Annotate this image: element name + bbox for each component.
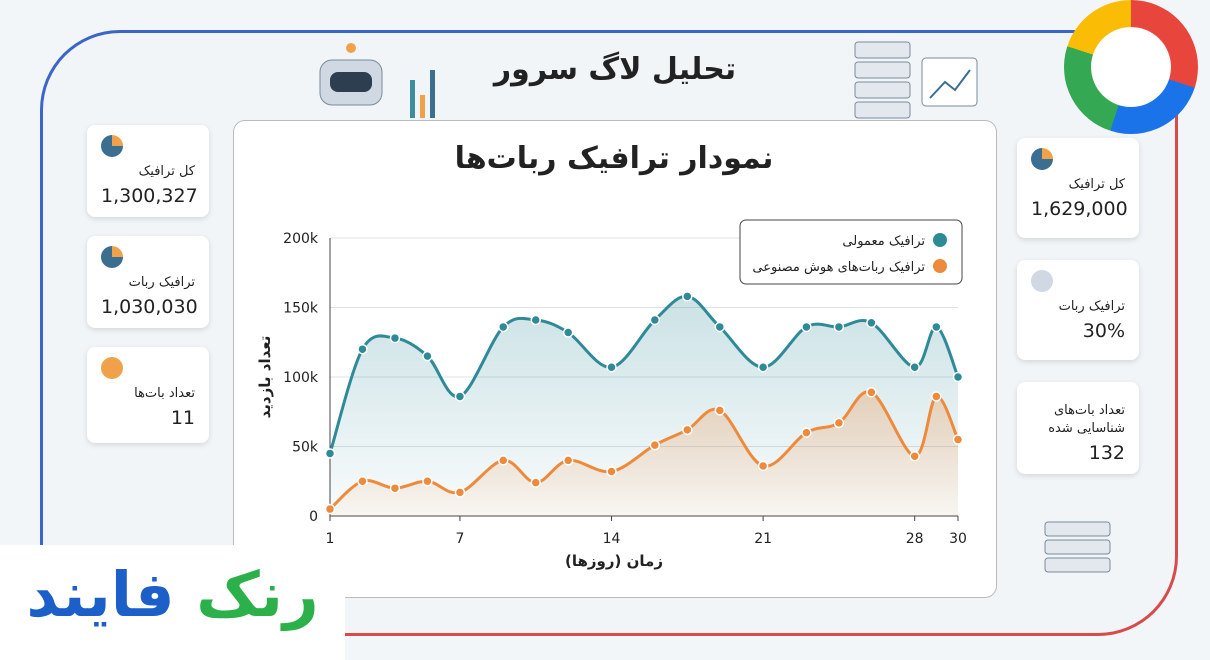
point bbox=[833, 417, 845, 429]
stat-card: کل ترافیک 1,300,327 bbox=[87, 125, 209, 217]
brand: رنک فایند bbox=[0, 545, 345, 660]
point bbox=[562, 327, 574, 338]
point bbox=[562, 455, 574, 466]
stat-card: تعداد بات‌ها 11 bbox=[87, 347, 209, 443]
stat-card: ترافیک ربات 1,030,030 bbox=[87, 236, 209, 328]
stat-card: ترافیک ربات 30% bbox=[1017, 260, 1139, 360]
point bbox=[682, 424, 693, 436]
brand-word: رنک bbox=[196, 558, 319, 631]
x-tick-label: 7 bbox=[455, 531, 464, 547]
stat-card: تعداد بات‌های شناسایی شده 132 bbox=[1017, 382, 1139, 474]
chart-title: نمودار ترافیک ربات‌ها bbox=[455, 141, 774, 176]
y-tick-label: 100k bbox=[283, 370, 319, 386]
point bbox=[866, 317, 877, 329]
point bbox=[931, 321, 942, 333]
point bbox=[389, 482, 401, 494]
stat-value: 11 bbox=[170, 407, 195, 429]
point bbox=[357, 476, 368, 487]
point bbox=[682, 291, 693, 302]
point bbox=[497, 455, 509, 466]
x-tick-label: 21 bbox=[754, 531, 772, 547]
stat-value: 132 bbox=[1088, 442, 1125, 464]
point bbox=[909, 450, 920, 462]
y-tick-label: 50k bbox=[292, 440, 319, 456]
y-tick-label: 150k bbox=[283, 301, 319, 317]
stat-value: 1,030,030 bbox=[101, 296, 198, 318]
x-tick-label: 30 bbox=[949, 531, 967, 547]
y-tick-label: 0 bbox=[309, 509, 318, 525]
point bbox=[714, 321, 726, 333]
legend-marker bbox=[933, 233, 947, 247]
logo bbox=[1064, 0, 1198, 134]
x-tick-label: 1 bbox=[326, 531, 335, 547]
point bbox=[714, 405, 726, 416]
stat-label: کل ترافیک bbox=[138, 164, 195, 179]
point bbox=[357, 343, 368, 355]
point bbox=[757, 362, 769, 373]
point bbox=[757, 460, 769, 472]
stat-label: تعداد بات‌های شناسایی شده bbox=[1048, 403, 1125, 436]
point bbox=[866, 387, 877, 398]
x-tick-label: 14 bbox=[603, 531, 621, 547]
stat-label: ترافیک ربات bbox=[128, 275, 195, 290]
stat-label: کل ترافیک bbox=[1068, 177, 1125, 192]
brand-word: فایند bbox=[26, 558, 175, 631]
point bbox=[389, 332, 401, 344]
stat-value: 1,300,327 bbox=[101, 185, 198, 207]
point bbox=[422, 350, 433, 362]
page-title: تحلیل لاگ سرور bbox=[493, 52, 737, 87]
point bbox=[530, 314, 541, 326]
point bbox=[324, 503, 336, 515]
y-axis-label: تعداد بازدید bbox=[256, 336, 274, 419]
stat-value: 30% bbox=[1082, 320, 1125, 342]
point bbox=[649, 314, 661, 326]
point bbox=[606, 362, 617, 373]
point bbox=[801, 321, 812, 333]
point bbox=[497, 321, 509, 333]
point bbox=[530, 477, 541, 488]
legend-marker bbox=[933, 259, 947, 273]
point bbox=[454, 391, 466, 402]
point bbox=[833, 321, 845, 333]
point bbox=[649, 439, 661, 451]
point bbox=[952, 434, 964, 445]
legend-box bbox=[739, 219, 963, 285]
y-tick-label: 200k bbox=[283, 231, 319, 247]
point bbox=[454, 487, 466, 498]
point bbox=[422, 476, 433, 487]
stat-label: ترافیک ربات bbox=[1058, 299, 1125, 314]
legend-label: ترافیک معمولی bbox=[842, 234, 925, 249]
point bbox=[324, 448, 336, 459]
point bbox=[606, 466, 617, 477]
stat-value: 1,629,000 bbox=[1031, 198, 1128, 220]
point bbox=[801, 427, 812, 438]
point bbox=[952, 371, 964, 383]
stat-card: کل ترافیک 1,629,000 bbox=[1017, 138, 1139, 238]
point bbox=[931, 391, 942, 402]
x-axis-label: زمان (روزها) bbox=[565, 552, 663, 570]
point bbox=[909, 362, 920, 373]
stat-label: تعداد بات‌ها bbox=[134, 386, 195, 401]
legend-label: ترافیک ربات‌های هوش مصنوعی bbox=[752, 260, 925, 275]
x-tick-label: 28 bbox=[906, 531, 924, 547]
